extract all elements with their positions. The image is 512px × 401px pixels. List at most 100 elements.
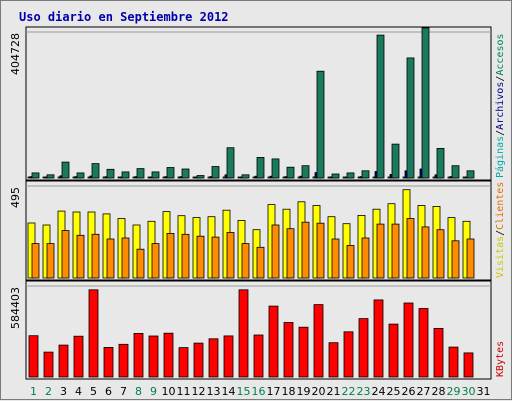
side-legend-text: Visitas (495, 236, 506, 278)
x-tick-label-day-1: 1 (30, 385, 37, 398)
x-tick-label-day-21: 21 (327, 385, 341, 398)
bar-clientes-day-26 (406, 218, 415, 279)
bar-accesos-day-14 (226, 147, 235, 179)
x-tick-label-day-10: 10 (162, 385, 176, 398)
side-legend-text: / (495, 76, 506, 82)
bar-clientes-day-25 (391, 223, 400, 279)
bar-kbytes-day-28 (433, 327, 444, 378)
side-legend-text: KBytes (495, 341, 506, 377)
y-max-tick-label: 584403 (9, 287, 22, 329)
bar-kbytes-day-17 (268, 305, 279, 378)
x-tick-label-day-31: 31 (477, 385, 491, 398)
bar-clientes-day-16 (256, 246, 265, 279)
side-legend-text: Páginas (494, 136, 506, 178)
bar-clientes-day-7 (121, 237, 130, 279)
bar-kbytes-day-16 (253, 334, 264, 378)
x-tick-label-day-12: 12 (192, 385, 206, 398)
bar-clientes-day-20 (316, 222, 325, 279)
bar-clientes-day-5 (91, 233, 100, 279)
bar-accesos-day-7 (121, 171, 130, 179)
bar-clientes-day-28 (436, 229, 445, 279)
bar-clientes-day-4 (76, 234, 85, 279)
bar-accesos-day-13 (211, 166, 220, 179)
x-tick-label-day-25: 25 (387, 385, 401, 398)
bar-clientes-day-21 (331, 238, 340, 279)
bar-clientes-day-8 (136, 248, 145, 279)
x-tick-label-day-13: 13 (207, 385, 221, 398)
bar-clientes-day-23 (361, 237, 370, 279)
side-legend: KBytes (495, 341, 506, 377)
bar-accesos-day-22 (346, 172, 355, 179)
x-tick-label-day-24: 24 (372, 385, 386, 398)
bar-accesos-day-15 (241, 174, 250, 179)
x-tick-label-day-23: 23 (357, 385, 371, 398)
bar-kbytes-day-1 (28, 335, 39, 378)
bar-clientes-day-14 (226, 232, 235, 279)
x-tick-label-day-4: 4 (75, 385, 82, 398)
bar-accesos-day-1 (31, 172, 40, 179)
bar-clientes-day-27 (421, 226, 430, 279)
bar-kbytes-day-25 (388, 323, 399, 378)
x-tick-label-day-7: 7 (120, 385, 127, 398)
x-tick-label-day-6: 6 (105, 385, 112, 398)
bar-clientes-day-22 (346, 245, 355, 279)
kbytes-panel: 584403 KBytes (9, 280, 506, 380)
bar-kbytes-day-24 (373, 299, 384, 378)
side-legend-text: / (495, 230, 506, 236)
x-tick-label-day-29: 29 (447, 385, 461, 398)
x-tick-label-day-27: 27 (417, 385, 431, 398)
bar-kbytes-day-2 (43, 351, 54, 378)
chart-title: Uso diario en Septiembre 2012 (19, 10, 229, 24)
bar-accesos-day-26 (406, 57, 415, 179)
bar-accesos-day-11 (181, 168, 190, 179)
bar-clientes-day-29 (451, 240, 460, 279)
x-tick-label-day-20: 20 (312, 385, 326, 398)
bar-clientes-day-3 (61, 230, 70, 279)
bar-accesos-day-18 (286, 166, 295, 179)
bar-kbytes-day-14 (223, 335, 234, 378)
bar-clientes-day-24 (376, 223, 385, 279)
bar-clientes-day-15 (241, 243, 250, 279)
bar-kbytes-day-29 (448, 346, 459, 378)
bar-kbytes-day-9 (148, 335, 159, 378)
bar-kbytes-day-10 (163, 332, 174, 378)
side-legend-text: Accesos (495, 33, 506, 75)
bar-kbytes-day-19 (298, 326, 309, 378)
bar-clientes-day-10 (166, 232, 175, 279)
bar-accesos-day-19 (301, 165, 310, 179)
x-tick-label-day-8: 8 (135, 385, 142, 398)
x-tick-label-day-3: 3 (60, 385, 67, 398)
bar-accesos-day-2 (46, 174, 55, 179)
bar-kbytes-day-21 (328, 342, 339, 378)
side-legend-text: Archivos (495, 82, 506, 130)
x-tick-label-day-16: 16 (252, 385, 266, 398)
side-legend-text: Clientes (495, 182, 506, 230)
bar-clientes-day-9 (151, 243, 160, 279)
bar-clientes-day-2 (46, 243, 55, 279)
bar-kbytes-day-18 (283, 322, 294, 378)
bar-clientes-day-12 (196, 235, 205, 279)
bar-accesos-day-6 (106, 168, 115, 179)
bar-accesos-day-30 (466, 170, 475, 179)
bar-accesos-day-17 (271, 158, 280, 179)
bar-kbytes-day-13 (208, 338, 219, 378)
bar-accesos-day-23 (361, 170, 370, 179)
bar-accesos-day-21 (331, 173, 340, 179)
bar-kbytes-day-30 (463, 352, 474, 378)
bar-kbytes-day-12 (193, 342, 204, 378)
bar-accesos-day-10 (166, 167, 175, 179)
bar-accesos-day-28 (436, 147, 445, 179)
bar-clientes-day-18 (286, 228, 295, 279)
bar-kbytes-day-5 (88, 289, 99, 378)
x-tick-label-day-28: 28 (432, 385, 446, 398)
x-tick-label-day-2: 2 (45, 385, 52, 398)
chart-panels: 404728Páginas/Archivos/Accesos495Visitas… (9, 26, 506, 380)
bar-kbytes-day-20 (313, 304, 324, 378)
y-max-tick-label: 495 (9, 187, 22, 208)
bar-kbytes-day-22 (343, 331, 354, 378)
bar-clientes-day-13 (211, 236, 220, 279)
bar-kbytes-day-27 (418, 308, 429, 378)
visits-panel: 495 Visitas/Clientes (9, 180, 506, 281)
